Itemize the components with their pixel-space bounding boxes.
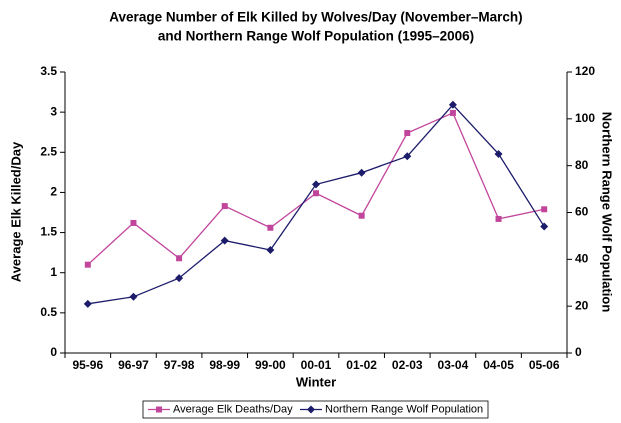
y2-tick-label: 0 (575, 345, 582, 359)
series-marker (448, 100, 457, 109)
series-marker (449, 109, 456, 116)
x-axis-label: Winter (296, 374, 336, 389)
series-marker (541, 206, 548, 213)
series-marker (129, 292, 138, 301)
series-marker (83, 299, 92, 308)
y-tick-label: 3.5 (40, 64, 57, 78)
x-tick-label: 03-04 (438, 358, 469, 372)
x-tick-label: 00-01 (301, 358, 332, 372)
legend-label: Northern Range Wolf Population (325, 403, 483, 415)
y-tick-label: 1.5 (40, 225, 57, 239)
series-marker (175, 274, 184, 283)
series-marker (221, 203, 228, 210)
series-marker (130, 219, 137, 226)
series-marker (313, 190, 319, 197)
y-tick-label: 3 (50, 104, 57, 118)
y-tick-label: 2 (50, 185, 57, 199)
x-tick-label: 96-97 (118, 358, 149, 372)
series-marker (266, 245, 275, 254)
series-marker (540, 222, 549, 231)
x-tick-label: 04-05 (483, 358, 514, 372)
series-marker (220, 236, 229, 245)
x-tick-label: 99-00 (255, 358, 286, 372)
series-marker (267, 224, 274, 231)
y-tick-label: 0.5 (40, 305, 57, 319)
y2-tick-label: 40 (575, 252, 589, 266)
y-tick-label: 0 (50, 345, 57, 359)
x-tick-label: 01-02 (346, 358, 377, 372)
series-marker (357, 168, 366, 177)
chart-title: and Northern Range Wolf Population (1995… (158, 29, 474, 44)
y-axis-label: Average Elk Killed/Day (8, 141, 23, 282)
series-marker (403, 152, 412, 161)
x-tick-label: 02-03 (392, 358, 423, 372)
series-marker (494, 149, 503, 158)
y2-tick-label: 100 (575, 111, 595, 125)
y2-tick-label: 20 (575, 298, 589, 312)
x-tick-label: 97-98 (164, 358, 195, 372)
y2-tick-label: 80 (575, 158, 589, 172)
x-tick-label: 98-99 (209, 358, 240, 372)
series-line (87, 112, 545, 266)
y2-axis-label: Northern Range Wolf Population (600, 112, 615, 313)
legend-marker (156, 406, 162, 413)
series-marker (495, 215, 502, 222)
legend-box (142, 400, 489, 419)
x-tick-label: 05-06 (529, 358, 560, 372)
series-marker (312, 180, 320, 189)
x-tick-label: 95-96 (72, 358, 103, 372)
series-marker (404, 130, 411, 137)
y-tick-label: 1 (50, 265, 57, 279)
series-marker (84, 261, 91, 268)
legend-label: Average Elk Deaths/Day (173, 403, 293, 415)
y2-tick-label: 60 (575, 205, 589, 219)
y-tick-label: 2.5 (40, 144, 57, 158)
chart-title: Average Number of Elk Killed by Wolves/D… (109, 10, 522, 25)
legend-marker (307, 405, 315, 414)
series-marker (358, 212, 365, 219)
series-marker (176, 255, 183, 262)
y2-tick-label: 120 (575, 64, 595, 78)
series-line (87, 103, 545, 305)
